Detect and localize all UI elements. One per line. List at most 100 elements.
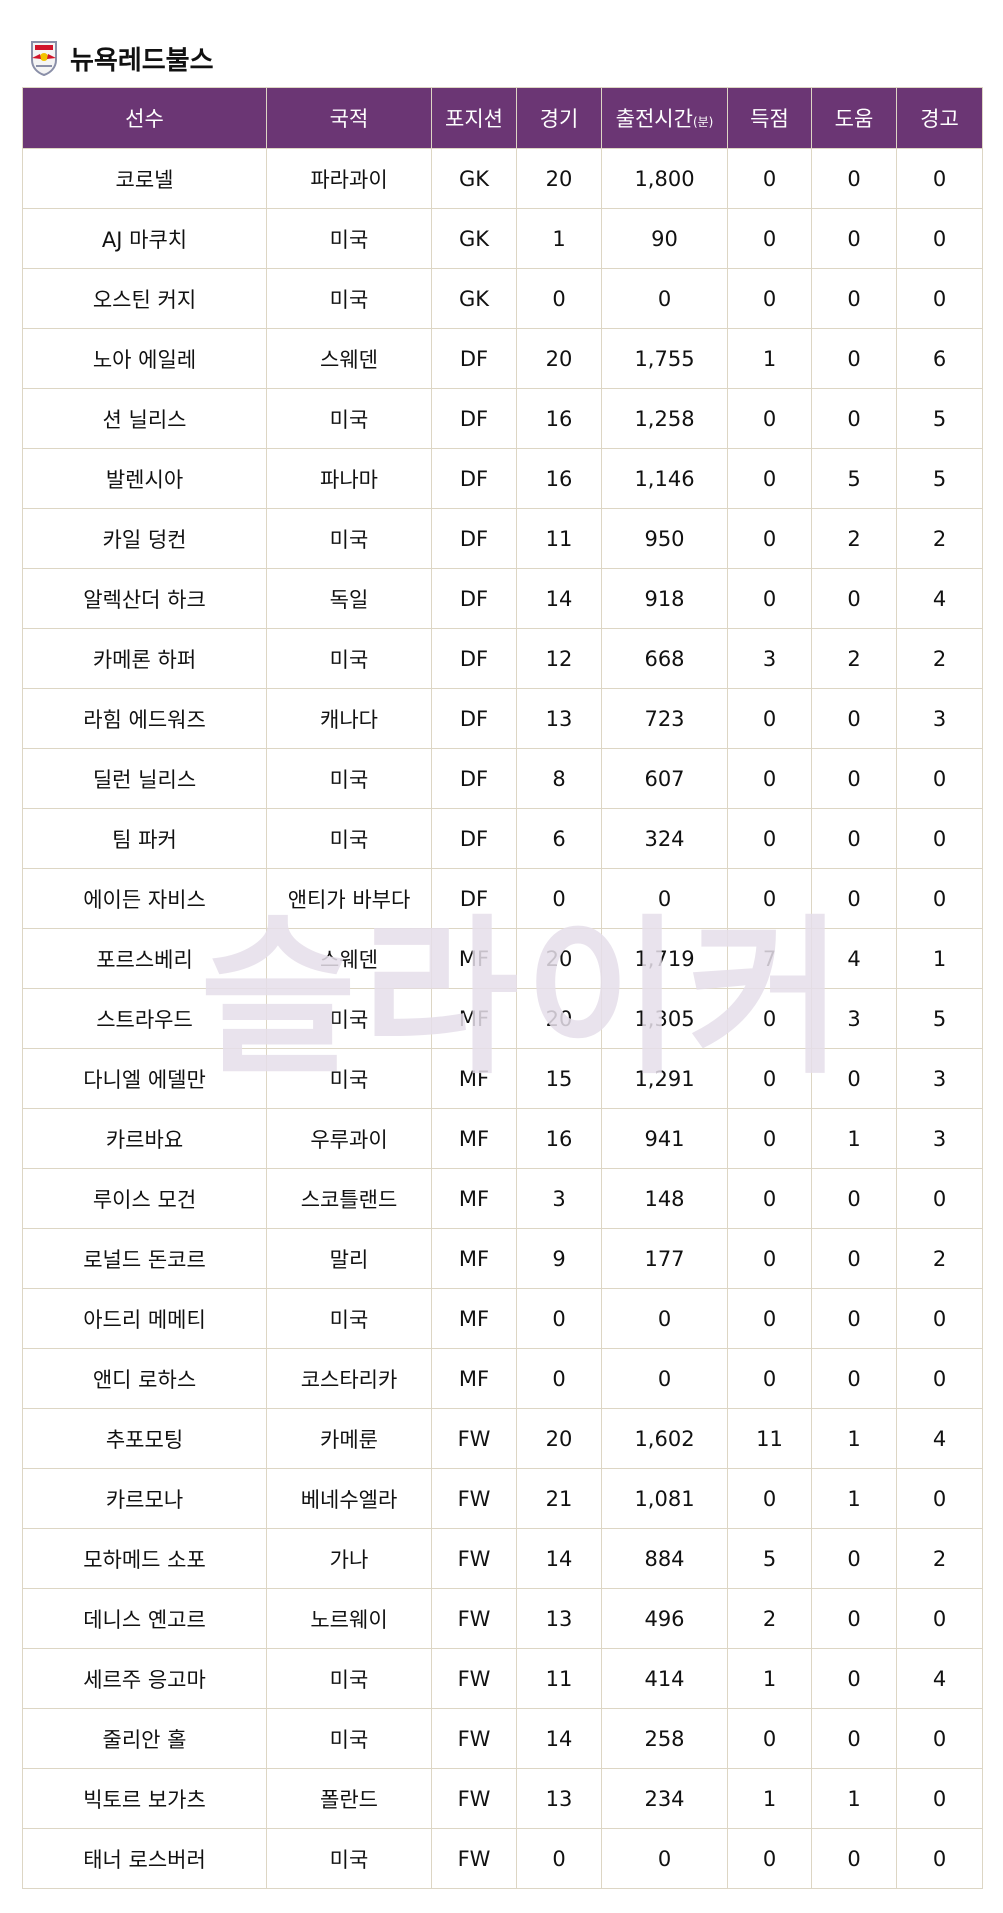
cell-nationality: 미국 [266, 1828, 432, 1889]
cell-assists: 0 [811, 268, 897, 329]
cell-minutes: 0 [601, 1828, 728, 1889]
cell-goals: 0 [727, 1348, 812, 1409]
cell-nationality: 스웨덴 [266, 928, 432, 989]
cell-player: 태너 로스버러 [22, 1828, 267, 1889]
cell-position: GK [431, 268, 517, 329]
table-row: 알렉산더 하크 독일 DF 14 918 0 0 4 [22, 568, 983, 629]
cell-nationality: 스코틀랜드 [266, 1168, 432, 1229]
cell-nationality: 우루과이 [266, 1108, 432, 1169]
cell-nationality: 코스타리카 [266, 1348, 432, 1409]
cell-goals: 0 [727, 1468, 812, 1529]
player-stats-table: 선수 국적 포지션 경기 출전시간(분) 득점 도움 경고 코로넬 파라과이 GK 2… [22, 87, 983, 1889]
cell-assists: 0 [811, 1588, 897, 1649]
table-row: 코로넬 파라과이 GK 20 1,800 0 0 0 [22, 148, 983, 209]
cell-goals: 0 [727, 148, 812, 209]
cell-cautions: 0 [896, 1168, 983, 1229]
table-row: 발렌시아 파나마 DF 16 1,146 0 5 5 [22, 448, 983, 509]
cell-games: 6 [516, 808, 602, 869]
cell-position: FW [431, 1648, 517, 1709]
cell-cautions: 5 [896, 388, 983, 449]
cell-nationality: 미국 [266, 388, 432, 449]
cell-nationality: 말리 [266, 1228, 432, 1289]
cell-assists: 0 [811, 388, 897, 449]
cell-games: 1 [516, 208, 602, 269]
red-bulls-crest-icon [31, 41, 57, 76]
cell-player: 줄리안 홀 [22, 1708, 267, 1769]
cell-goals: 0 [727, 1228, 812, 1289]
cell-games: 13 [516, 1768, 602, 1829]
cell-minutes: 1,800 [601, 148, 728, 209]
cell-assists: 1 [811, 1408, 897, 1469]
cell-nationality: 미국 [266, 988, 432, 1049]
cell-nationality: 독일 [266, 568, 432, 629]
col-assists: 도움 [811, 87, 897, 149]
cell-nationality: 폴란드 [266, 1768, 432, 1829]
cell-position: FW [431, 1828, 517, 1889]
table-row: 팀 파커 미국 DF 6 324 0 0 0 [22, 808, 983, 869]
table-row: 오스틴 커지 미국 GK 0 0 0 0 0 [22, 268, 983, 329]
table-row: AJ 마쿠치 미국 GK 1 90 0 0 0 [22, 208, 983, 269]
cell-player: 다니엘 에델만 [22, 1048, 267, 1109]
cell-assists: 0 [811, 328, 897, 389]
cell-position: DF [431, 808, 517, 869]
table-row: 아드리 메메티 미국 MF 0 0 0 0 0 [22, 1288, 983, 1349]
cell-position: FW [431, 1588, 517, 1649]
cell-assists: 3 [811, 988, 897, 1049]
cell-assists: 0 [811, 1708, 897, 1769]
cell-cautions: 0 [896, 148, 983, 209]
cell-assists: 0 [811, 148, 897, 209]
table-row: 라힘 에드워즈 캐나다 DF 13 723 0 0 3 [22, 688, 983, 749]
cell-cautions: 0 [896, 1588, 983, 1649]
cell-minutes: 324 [601, 808, 728, 869]
cell-minutes: 258 [601, 1708, 728, 1769]
cell-games: 20 [516, 148, 602, 209]
table-row: 루이스 모건 스코틀랜드 MF 3 148 0 0 0 [22, 1168, 983, 1229]
cell-player: 앤디 로하스 [22, 1348, 267, 1409]
cell-player: 루이스 모건 [22, 1168, 267, 1229]
cell-position: FW [431, 1528, 517, 1589]
cell-assists: 5 [811, 448, 897, 509]
cell-position: DF [431, 688, 517, 749]
cell-goals: 1 [727, 328, 812, 389]
cell-player: 카일 덩컨 [22, 508, 267, 569]
cell-assists: 2 [811, 628, 897, 689]
cell-goals: 0 [727, 1048, 812, 1109]
cell-games: 16 [516, 448, 602, 509]
cell-nationality: 베네수엘라 [266, 1468, 432, 1529]
cell-player: 오스틴 커지 [22, 268, 267, 329]
table-row: 카일 덩컨 미국 DF 11 950 0 2 2 [22, 508, 983, 569]
cell-nationality: 스웨덴 [266, 328, 432, 389]
cell-cautions: 0 [896, 1288, 983, 1349]
cell-nationality: 파나마 [266, 448, 432, 509]
cell-minutes: 1,081 [601, 1468, 728, 1529]
cell-cautions: 0 [896, 748, 983, 809]
cell-goals: 0 [727, 1168, 812, 1229]
table-row: 태너 로스버러 미국 FW 0 0 0 0 0 [22, 1828, 983, 1889]
cell-cautions: 0 [896, 1468, 983, 1529]
cell-minutes: 234 [601, 1768, 728, 1829]
cell-cautions: 2 [896, 628, 983, 689]
cell-position: MF [431, 1048, 517, 1109]
cell-nationality: 미국 [266, 748, 432, 809]
cell-assists: 0 [811, 748, 897, 809]
cell-position: MF [431, 988, 517, 1049]
cell-position: MF [431, 1168, 517, 1229]
cell-cautions: 5 [896, 448, 983, 509]
cell-minutes: 941 [601, 1108, 728, 1169]
cell-nationality: 가나 [266, 1528, 432, 1589]
cell-goals: 0 [727, 1708, 812, 1769]
col-cautions: 경고 [896, 87, 983, 149]
cell-cautions: 0 [896, 1348, 983, 1409]
cell-player: 카르모나 [22, 1468, 267, 1529]
cell-position: FW [431, 1408, 517, 1469]
table-row: 카메론 하퍼 미국 DF 12 668 3 2 2 [22, 628, 983, 689]
cell-games: 0 [516, 1288, 602, 1349]
col-goals: 득점 [727, 87, 812, 149]
cell-minutes: 668 [601, 628, 728, 689]
cell-player: 라힘 에드워즈 [22, 688, 267, 749]
cell-assists: 1 [811, 1108, 897, 1169]
cell-cautions: 3 [896, 1108, 983, 1169]
cell-assists: 0 [811, 808, 897, 869]
cell-nationality: 미국 [266, 1648, 432, 1709]
cell-minutes: 177 [601, 1228, 728, 1289]
